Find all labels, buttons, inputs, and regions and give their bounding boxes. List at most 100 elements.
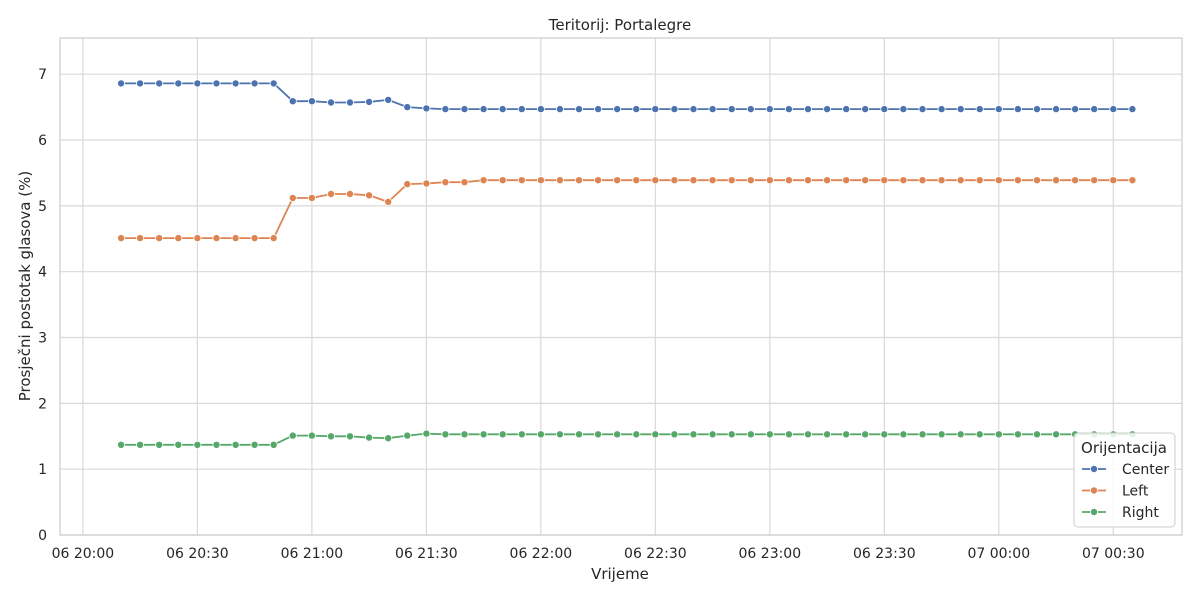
data-point-center xyxy=(441,105,450,114)
data-point-center xyxy=(994,105,1003,114)
data-point-right xyxy=(632,430,641,439)
x-tick-label: 07 00:30 xyxy=(1082,546,1145,562)
data-point-center xyxy=(1052,105,1061,114)
data-point-right xyxy=(765,430,774,439)
y-tick-label: 2 xyxy=(38,396,47,412)
data-point-left xyxy=(1033,176,1042,185)
data-point-left xyxy=(231,234,240,243)
data-point-left xyxy=(403,180,412,189)
x-tick-label: 06 20:00 xyxy=(52,546,115,562)
data-point-center xyxy=(746,105,755,114)
data-point-left xyxy=(365,191,374,200)
data-point-left xyxy=(479,176,488,185)
data-point-center xyxy=(1109,105,1118,114)
data-point-center xyxy=(117,79,126,88)
data-point-center xyxy=(613,105,622,114)
data-point-center xyxy=(899,105,908,114)
x-tick-label: 06 20:30 xyxy=(166,546,229,562)
data-point-right xyxy=(345,432,354,441)
data-point-center xyxy=(365,97,374,106)
data-point-left xyxy=(937,176,946,185)
data-point-right xyxy=(460,430,469,439)
legend-box xyxy=(1073,432,1176,528)
data-point-left xyxy=(765,176,774,185)
data-point-left xyxy=(422,179,431,188)
data-point-left xyxy=(460,178,469,187)
data-point-left xyxy=(632,176,641,185)
data-point-center xyxy=(784,105,793,114)
data-point-left xyxy=(727,176,736,185)
legend-label: Center xyxy=(1122,462,1169,478)
data-point-left xyxy=(1128,176,1137,185)
data-point-right xyxy=(842,430,851,439)
data-point-center xyxy=(594,105,603,114)
data-point-center xyxy=(307,97,316,106)
data-point-center xyxy=(422,104,431,113)
data-point-left xyxy=(174,234,183,243)
data-point-left xyxy=(1090,176,1099,185)
data-point-right xyxy=(365,433,374,442)
data-point-center xyxy=(517,105,526,114)
series-left xyxy=(117,176,1137,243)
data-point-right xyxy=(746,430,755,439)
data-point-left xyxy=(326,189,335,198)
y-tick-label: 1 xyxy=(38,462,47,478)
x-tick-label: 06 23:30 xyxy=(853,546,916,562)
legend-title: Orijentacija xyxy=(1081,439,1167,457)
grid-lines xyxy=(60,38,1182,536)
data-point-left xyxy=(117,234,126,243)
series-layer xyxy=(117,79,1137,449)
data-point-right xyxy=(136,440,145,449)
data-point-center xyxy=(231,79,240,88)
y-tick-label: 5 xyxy=(38,199,47,215)
data-point-right xyxy=(899,430,908,439)
data-point-left xyxy=(498,176,507,185)
data-point-center xyxy=(155,79,164,88)
data-point-left xyxy=(861,176,870,185)
data-point-left xyxy=(307,193,316,202)
data-point-right xyxy=(823,430,832,439)
x-tick-label: 06 22:30 xyxy=(624,546,687,562)
y-tick-label: 0 xyxy=(38,528,47,544)
data-point-right xyxy=(575,430,584,439)
data-point-right xyxy=(155,440,164,449)
data-point-left xyxy=(384,197,393,206)
data-point-left xyxy=(880,176,889,185)
data-point-center xyxy=(651,105,660,114)
data-point-right xyxy=(975,430,984,439)
legend-label: Left xyxy=(1122,484,1149,500)
data-point-center xyxy=(326,98,335,107)
data-point-left xyxy=(555,176,564,185)
data-point-left xyxy=(956,176,965,185)
data-point-right xyxy=(231,440,240,449)
x-axis-label: Vrijeme xyxy=(591,565,649,583)
data-point-left xyxy=(193,234,202,243)
chart-title: Teritorij: Portalegre xyxy=(548,16,691,34)
x-tick-labels: 06 20:00 06 20:30 06 21:00 06 21:30 06 22:00… xyxy=(52,546,1145,562)
x-tick-label: 06 21:30 xyxy=(395,546,458,562)
data-point-center xyxy=(384,95,393,104)
data-point-right xyxy=(422,429,431,438)
data-point-right xyxy=(918,430,927,439)
data-point-left xyxy=(708,176,717,185)
data-point-center xyxy=(555,105,564,114)
data-point-right xyxy=(804,430,813,439)
y-tick-label: 6 xyxy=(38,133,47,149)
data-point-center xyxy=(975,105,984,114)
y-tick-label: 7 xyxy=(38,67,47,83)
data-point-left xyxy=(517,176,526,185)
data-point-left xyxy=(155,234,164,243)
data-point-center xyxy=(479,105,488,114)
x-tick-label: 06 23:00 xyxy=(739,546,802,562)
data-point-right xyxy=(727,430,736,439)
x-tick-label: 06 21:00 xyxy=(281,546,344,562)
x-tick-label: 06 22:00 xyxy=(510,546,573,562)
data-point-center xyxy=(727,105,736,114)
data-point-right xyxy=(861,430,870,439)
data-point-right xyxy=(613,430,622,439)
data-point-left xyxy=(1071,176,1080,185)
data-point-left xyxy=(345,189,354,198)
data-point-center xyxy=(1033,105,1042,114)
data-point-center xyxy=(193,79,202,88)
